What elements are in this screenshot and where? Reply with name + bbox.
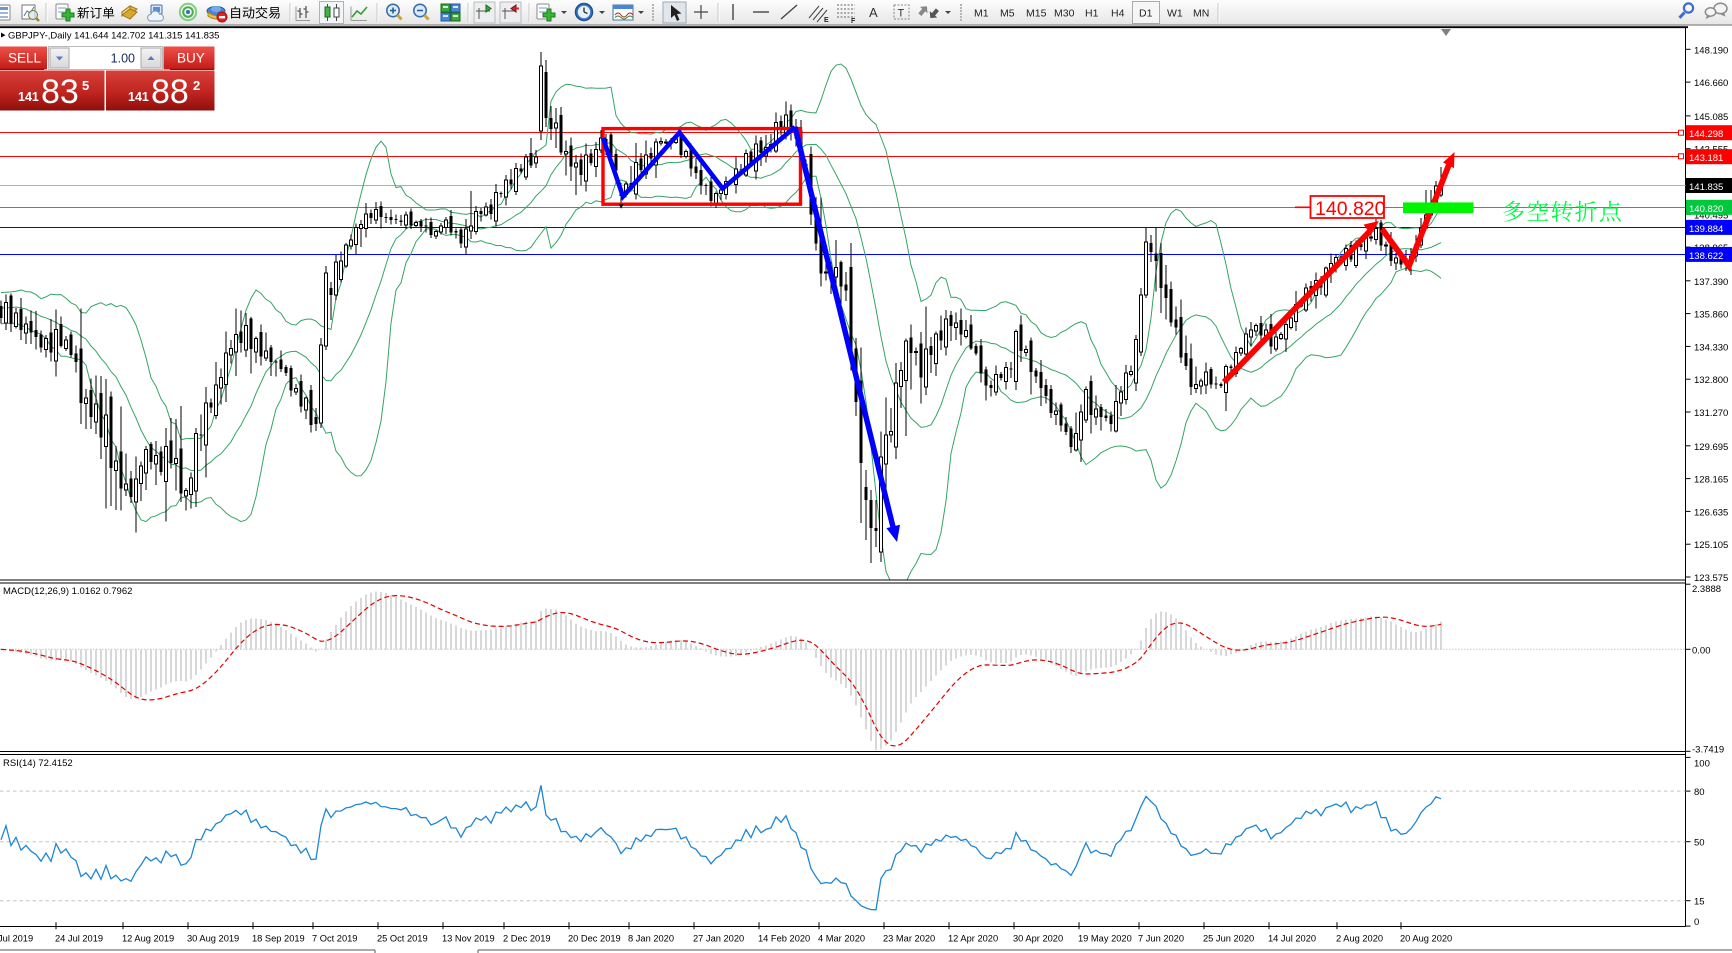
svg-text:H1: H1 bbox=[1085, 8, 1099, 20]
svg-text:140.820: 140.820 bbox=[1315, 198, 1386, 220]
svg-text:129.695: 129.695 bbox=[1694, 442, 1728, 453]
svg-text:146.660: 146.660 bbox=[1694, 78, 1728, 89]
svg-text:23 Mar 2020: 23 Mar 2020 bbox=[883, 934, 935, 944]
svg-text:125.105: 125.105 bbox=[1694, 540, 1728, 551]
svg-text:A: A bbox=[869, 5, 878, 20]
svg-text:2 Aug 2020: 2 Aug 2020 bbox=[1336, 934, 1383, 944]
svg-text:20 Aug 2020: 20 Aug 2020 bbox=[1400, 934, 1452, 944]
svg-text:D1: D1 bbox=[1139, 8, 1153, 20]
svg-text:MACD(12,26,9) 1.0162 0.7962: MACD(12,26,9) 1.0162 0.7962 bbox=[3, 586, 132, 597]
svg-text:5: 5 bbox=[82, 78, 89, 93]
svg-text:140.820: 140.820 bbox=[1689, 204, 1723, 215]
svg-text:132.800: 132.800 bbox=[1694, 375, 1728, 386]
svg-text:25 Jun 2020: 25 Jun 2020 bbox=[1203, 934, 1254, 944]
svg-text:143.181: 143.181 bbox=[1689, 153, 1723, 164]
svg-text:83: 83 bbox=[41, 73, 79, 111]
svg-text:T: T bbox=[898, 8, 905, 20]
svg-text:M5: M5 bbox=[1000, 8, 1015, 20]
svg-text:30 Aug 2019: 30 Aug 2019 bbox=[187, 934, 239, 944]
svg-text:19 May 2020: 19 May 2020 bbox=[1078, 934, 1132, 944]
svg-text:M30: M30 bbox=[1054, 8, 1075, 20]
svg-text:145.085: 145.085 bbox=[1694, 112, 1728, 123]
svg-text:14 Jul 2020: 14 Jul 2020 bbox=[1268, 934, 1316, 944]
svg-text:24 Jul 2019: 24 Jul 2019 bbox=[55, 934, 103, 944]
svg-text:141: 141 bbox=[128, 90, 149, 104]
svg-text:1.00: 1.00 bbox=[111, 52, 135, 66]
svg-text:Jul 2019: Jul 2019 bbox=[0, 934, 33, 944]
svg-text:14 Feb 2020: 14 Feb 2020 bbox=[758, 934, 810, 944]
svg-text:4 Mar 2020: 4 Mar 2020 bbox=[818, 934, 865, 944]
svg-text:RSI(14) 72.4152: RSI(14) 72.4152 bbox=[3, 758, 73, 769]
svg-text:0: 0 bbox=[1694, 917, 1699, 928]
svg-text:25 Oct 2019: 25 Oct 2019 bbox=[377, 934, 428, 944]
svg-text:M15: M15 bbox=[1026, 8, 1047, 20]
svg-text:GBPJPY-,Daily 141.644 142.702: GBPJPY-,Daily 141.644 142.702 141.315 14… bbox=[8, 31, 219, 42]
svg-text:F: F bbox=[851, 18, 856, 25]
svg-text:8 Jan 2020: 8 Jan 2020 bbox=[628, 934, 674, 944]
svg-text:88: 88 bbox=[151, 73, 189, 111]
svg-text:H4: H4 bbox=[1111, 8, 1125, 20]
svg-text:M1: M1 bbox=[974, 8, 989, 20]
svg-text:135.860: 135.860 bbox=[1694, 310, 1728, 321]
svg-text:100: 100 bbox=[1694, 758, 1710, 769]
svg-text:15: 15 bbox=[1694, 897, 1705, 908]
svg-text:134.330: 134.330 bbox=[1694, 342, 1728, 353]
svg-text:20 Dec 2019: 20 Dec 2019 bbox=[568, 934, 621, 944]
svg-text:141.835: 141.835 bbox=[1689, 182, 1723, 193]
svg-text:144.298: 144.298 bbox=[1689, 129, 1723, 140]
svg-text:131.270: 131.270 bbox=[1694, 408, 1728, 419]
svg-text:BUY: BUY bbox=[177, 51, 205, 66]
svg-text:126.635: 126.635 bbox=[1694, 507, 1728, 518]
svg-text:7 Oct 2019: 7 Oct 2019 bbox=[312, 934, 357, 944]
svg-text:27 Jan 2020: 27 Jan 2020 bbox=[693, 934, 744, 944]
svg-text:30 Apr 2020: 30 Apr 2020 bbox=[1013, 934, 1063, 944]
svg-text:-3.7419: -3.7419 bbox=[1692, 744, 1724, 755]
svg-text:2 Dec 2019: 2 Dec 2019 bbox=[503, 934, 551, 944]
svg-text:140.495: 140.495 bbox=[1694, 210, 1728, 221]
svg-text:148.190: 148.190 bbox=[1694, 45, 1728, 56]
svg-text:80: 80 bbox=[1694, 787, 1705, 798]
svg-text:12 Aug 2019: 12 Aug 2019 bbox=[122, 934, 174, 944]
svg-text:128.165: 128.165 bbox=[1694, 475, 1728, 486]
svg-text:2.3888: 2.3888 bbox=[1692, 584, 1721, 595]
svg-text:E: E bbox=[824, 17, 829, 24]
svg-text:0.00: 0.00 bbox=[1692, 645, 1711, 656]
svg-text:2: 2 bbox=[193, 78, 200, 93]
svg-text:141: 141 bbox=[18, 90, 39, 104]
svg-text:138.622: 138.622 bbox=[1689, 251, 1723, 262]
svg-text:137.390: 137.390 bbox=[1694, 277, 1728, 288]
svg-text:139.884: 139.884 bbox=[1689, 224, 1723, 235]
svg-text:123.575: 123.575 bbox=[1694, 573, 1728, 584]
svg-text:7 Jun 2020: 7 Jun 2020 bbox=[1138, 934, 1184, 944]
svg-text:13 Nov 2019: 13 Nov 2019 bbox=[442, 934, 495, 944]
svg-text:50: 50 bbox=[1694, 838, 1705, 849]
svg-text:12 Apr 2020: 12 Apr 2020 bbox=[948, 934, 998, 944]
svg-text:SELL: SELL bbox=[8, 51, 42, 66]
svg-text:18 Sep 2019: 18 Sep 2019 bbox=[252, 934, 305, 944]
svg-text:MN: MN bbox=[1193, 8, 1209, 20]
svg-text:W1: W1 bbox=[1167, 8, 1183, 20]
